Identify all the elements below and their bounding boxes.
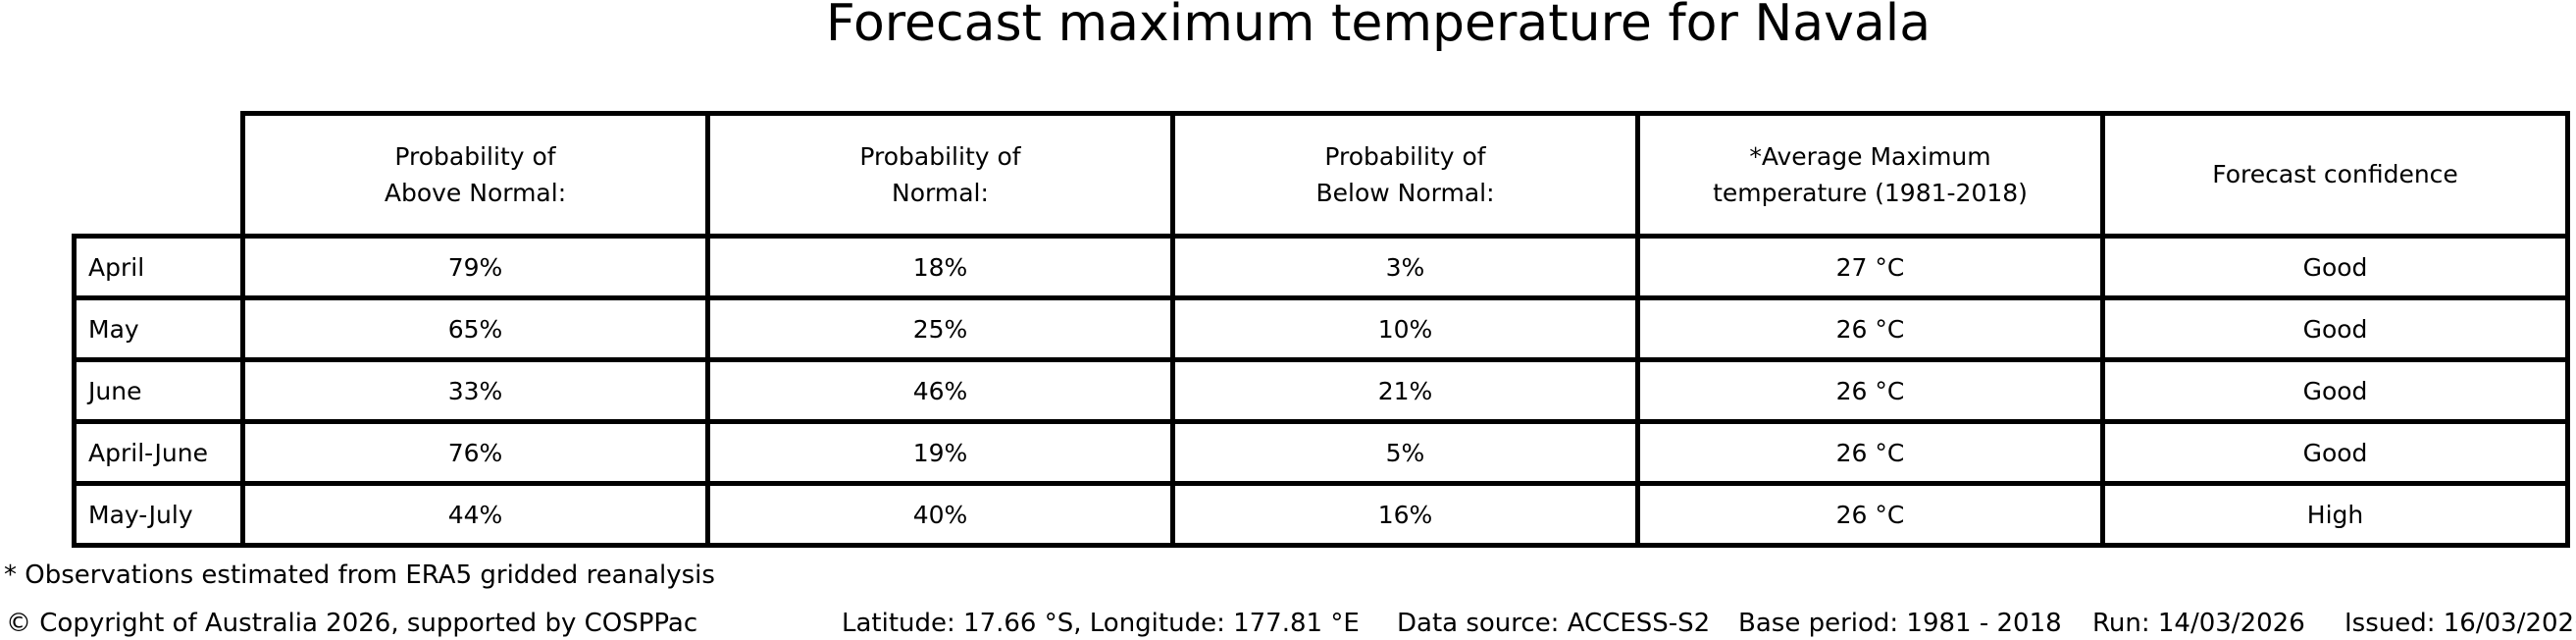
prob-normal-cell: 19% <box>705 419 1175 486</box>
prob-above-cell: 33% <box>240 357 710 424</box>
confidence-cell: Good <box>2100 234 2570 300</box>
prob-below-cell: 21% <box>1170 357 1640 424</box>
latitude-longitude-text: Latitude: 17.66 °S, Longitude: 177.81 °E <box>842 609 1360 638</box>
confidence-cell: Good <box>2100 295 2570 362</box>
observations-footnote: * Observations estimated from ERA5 gridd… <box>4 560 715 590</box>
base-period-text: Base period: 1981 - 2018 <box>1738 609 2062 638</box>
month-label: April <box>72 234 245 300</box>
copyright-text: © Copyright of Australia 2026, supported… <box>6 609 698 638</box>
issued-date-text: Issued: 16/03/2026 <box>2344 609 2576 638</box>
avg-temp-cell: 26 °C <box>1635 295 2105 362</box>
forecast-table: Probability of Above Normal: Probability… <box>72 111 2570 548</box>
run-date-text: Run: 14/03/2026 <box>2092 609 2305 638</box>
avg-temp-cell: 26 °C <box>1635 357 2105 424</box>
month-label: May <box>72 295 245 362</box>
month-label: June <box>72 357 245 424</box>
prob-below-cell: 3% <box>1170 234 1640 300</box>
month-label: May-July <box>72 481 245 548</box>
corner-blank-cell <box>75 114 243 237</box>
prob-normal-cell: 40% <box>705 481 1175 548</box>
prob-below-cell: 16% <box>1170 481 1640 548</box>
table-row-may: May 65% 25% 10% 26 °C Good <box>72 295 2570 362</box>
confidence-cell: Good <box>2100 419 2570 486</box>
confidence-cell: Good <box>2100 357 2570 424</box>
avg-temp-cell: 26 °C <box>1635 419 2105 486</box>
avg-temp-cell: 27 °C <box>1635 234 2105 300</box>
prob-above-cell: 76% <box>240 419 710 486</box>
confidence-cell: High <box>2100 481 2570 548</box>
prob-normal-cell: 18% <box>705 234 1175 300</box>
prob-below-cell: 5% <box>1170 419 1640 486</box>
table-row-may-july: May-July 44% 40% 16% 26 °C High <box>72 481 2570 548</box>
prob-above-cell: 65% <box>240 295 710 362</box>
data-source-text: Data source: ACCESS-S2 <box>1397 609 1711 638</box>
month-label: April-June <box>72 419 245 486</box>
header-average-max-temperature: *Average Maximum temperature (1981-2018) <box>1635 111 2105 239</box>
prob-normal-cell: 46% <box>705 357 1175 424</box>
table-header-row: Probability of Above Normal: Probability… <box>75 111 2570 239</box>
prob-below-cell: 10% <box>1170 295 1640 362</box>
header-prob-below-normal: Probability of Below Normal: <box>1170 111 1640 239</box>
prob-above-cell: 79% <box>240 234 710 300</box>
header-prob-above-normal: Probability of Above Normal: <box>240 111 710 239</box>
table-row-april: April 79% 18% 3% 27 °C Good <box>72 234 2570 300</box>
header-prob-normal: Probability of Normal: <box>705 111 1175 239</box>
prob-normal-cell: 25% <box>705 295 1175 362</box>
table-row-june: June 33% 46% 21% 26 °C Good <box>72 357 2570 424</box>
table-row-april-june: April-June 76% 19% 5% 26 °C Good <box>72 419 2570 486</box>
avg-temp-cell: 26 °C <box>1635 481 2105 548</box>
page-title: Forecast maximum temperature for Navala <box>825 0 1932 53</box>
header-forecast-confidence: Forecast confidence <box>2100 111 2570 239</box>
prob-above-cell: 44% <box>240 481 710 548</box>
